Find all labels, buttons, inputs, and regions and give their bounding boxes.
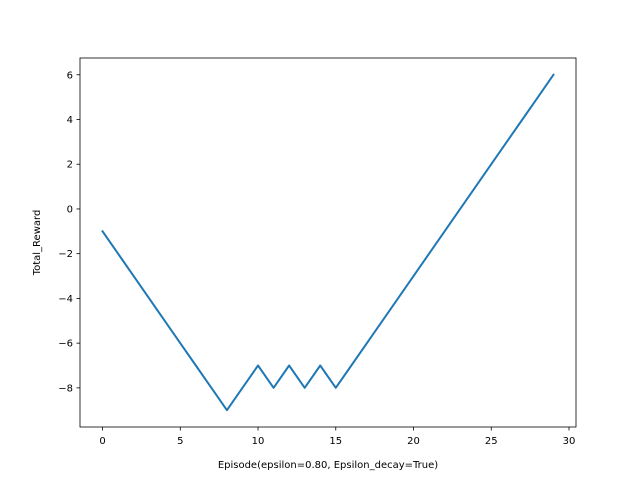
y-tick-label: 4: [67, 115, 73, 126]
series-layer: [101, 73, 555, 412]
x-tick-label: 25: [485, 436, 498, 447]
y-tick-label: −6: [58, 339, 73, 350]
x-tick-label: 15: [329, 436, 342, 447]
y-tick-label: −4: [58, 294, 73, 305]
plot-area-frame: [79, 57, 577, 428]
x-axis-label: Episode(epsilon=0.80, Epsilon_decay=True…: [218, 460, 438, 471]
x-tick-label: 20: [407, 436, 420, 447]
y-tick-label: 6: [67, 70, 73, 81]
y-tick-label: −2: [58, 249, 73, 260]
series-line-0: [101, 73, 555, 412]
y-tick-label: −8: [58, 383, 73, 394]
y-axis-ticks: −8 −6 −4 −2 0 2 4 6: [58, 70, 80, 394]
x-tick-label: 10: [252, 436, 265, 447]
x-tick-label: 5: [177, 436, 183, 447]
x-tick-label: 30: [563, 436, 576, 447]
y-tick-label: 0: [67, 204, 73, 215]
y-tick-label: 2: [67, 160, 73, 171]
x-tick-label: 0: [99, 436, 105, 447]
x-axis-ticks: 0 5 10 15 20 25 30: [99, 427, 575, 447]
y-axis-label: Total_Reward: [32, 210, 43, 277]
